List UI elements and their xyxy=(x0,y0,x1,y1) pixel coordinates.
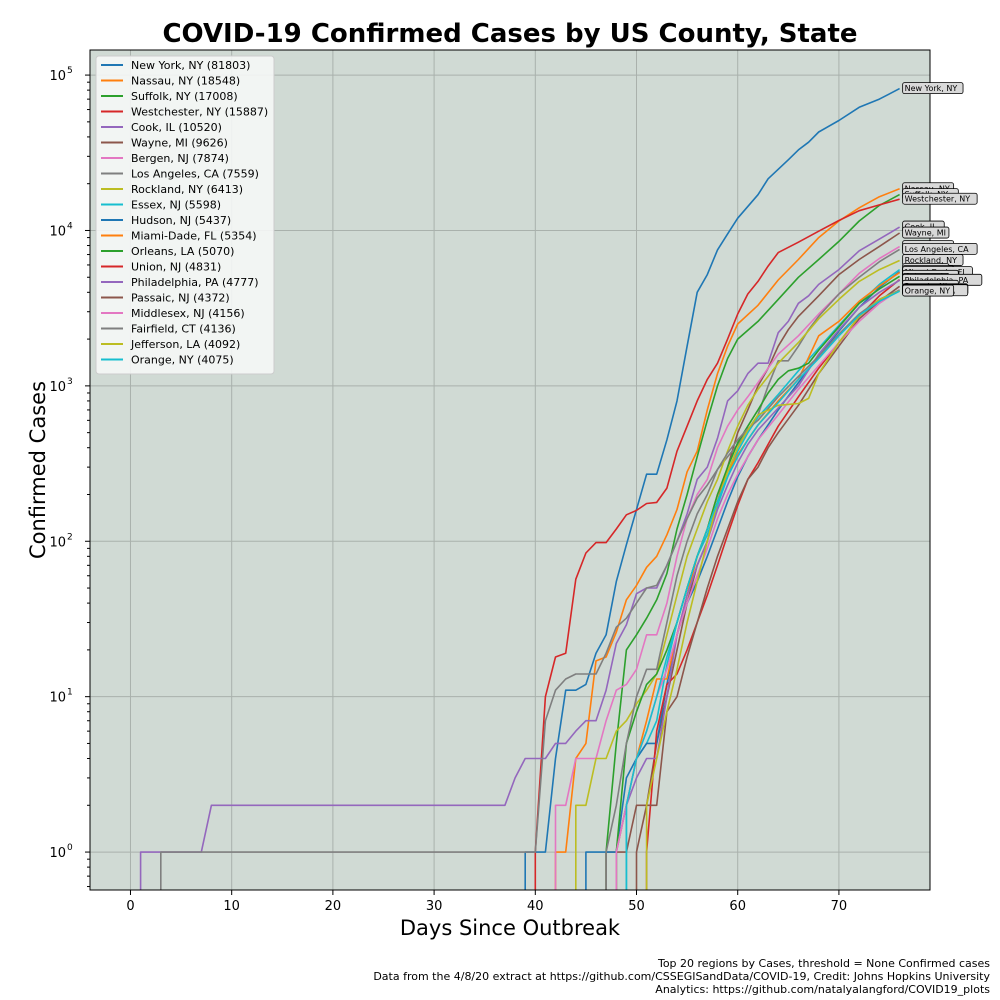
legend-entry: Philadelphia, PA (4777) xyxy=(131,276,259,289)
legend-entry: Rockland, NY (6413) xyxy=(131,183,243,196)
series-line-orange-ny xyxy=(625,290,900,890)
legend-entry: Jefferson, LA (4092) xyxy=(130,338,240,351)
y-tick-label: 10 xyxy=(49,224,66,239)
series-line-nassau-ny xyxy=(554,188,900,890)
legend-entry: New York, NY (81803) xyxy=(131,59,250,72)
legend-entry: Nassau, NY (18548) xyxy=(131,75,240,88)
series-line-jefferson-la xyxy=(645,290,900,890)
legend-box xyxy=(95,55,275,375)
end-label-box xyxy=(902,82,964,95)
legend-entry: Fairfield, CT (4136) xyxy=(131,323,236,336)
x-tick-label: 20 xyxy=(325,899,342,914)
end-label-box xyxy=(902,192,978,205)
end-label-text: Rockland, NY xyxy=(905,256,957,265)
y-tick-label: 10 xyxy=(49,380,66,395)
y-axis-label: Confirmed Cases xyxy=(26,381,50,559)
x-tick-label: 60 xyxy=(729,899,746,914)
x-tick-label: 10 xyxy=(223,899,240,914)
y-tick-exponent: 3 xyxy=(67,377,73,387)
x-tick-label: 40 xyxy=(527,899,544,914)
y-tick-label: 10 xyxy=(49,691,66,706)
y-tick-exponent: 1 xyxy=(67,688,73,698)
legend-entry: Bergen, NJ (7874) xyxy=(131,152,229,165)
legend-entry: Orange, NY (4075) xyxy=(131,354,234,367)
series-line-bergen-nj xyxy=(554,245,901,890)
y-tick-exponent: 0 xyxy=(67,843,73,853)
end-label: Wayne, MI xyxy=(902,226,950,239)
footer-line: Data from the 4/8/20 extract at https://… xyxy=(373,970,990,983)
legend-entry: Los Angeles, CA (7559) xyxy=(131,168,259,181)
series-line-los-angeles-ca xyxy=(160,248,901,890)
legend-entry: Cook, IL (10520) xyxy=(131,121,222,134)
y-tick-exponent: 2 xyxy=(67,532,73,542)
legend-entry: Passaic, NJ (4372) xyxy=(131,292,230,305)
y-tick-exponent: 5 xyxy=(67,66,73,76)
y-tick-label: 10 xyxy=(49,846,66,861)
series-line-new-york-ny xyxy=(524,87,900,890)
y-tick-label: 10 xyxy=(49,535,66,550)
footer-line: Analytics: https://github.com/natalyalan… xyxy=(655,983,990,996)
end-label-text: New York, NY xyxy=(905,84,958,93)
series-end-labels: New York, NYNassau, NYSuffolk, NYWestche… xyxy=(902,82,983,297)
end-label-text: Orange, NY xyxy=(905,287,951,296)
x-tick-label: 0 xyxy=(126,899,134,914)
end-label: New York, NY xyxy=(902,82,964,95)
series-line-rockland-ny xyxy=(575,259,900,890)
footer-line: Top 20 regions by Cases, threshold = Non… xyxy=(657,957,990,970)
series-line-westchester-ny xyxy=(534,198,900,890)
x-tick-label: 30 xyxy=(426,899,443,914)
end-label-text: Wayne, MI xyxy=(905,229,946,238)
x-axis-label: Days Since Outbreak xyxy=(400,916,621,940)
series-lines xyxy=(139,87,901,890)
y-tick-exponent: 4 xyxy=(67,221,73,231)
legend-entry: Wayne, MI (9626) xyxy=(131,137,228,150)
legend-entry: Suffolk, NY (17008) xyxy=(131,90,238,103)
legend: New York, NY (81803) Nassau, NY (18548) Su… xyxy=(95,55,275,375)
end-label-box xyxy=(902,284,955,297)
legend-entry: Miami-Dade, FL (5354) xyxy=(131,230,257,243)
y-tick-label: 10 xyxy=(49,69,66,84)
footer-notes: Top 20 regions by Cases, threshold = Non… xyxy=(373,957,990,996)
legend-entry: Essex, NJ (5598) xyxy=(131,199,221,212)
series-line-passaic-nj xyxy=(635,285,901,890)
end-label-text: Westchester, NY xyxy=(905,195,971,204)
series-line-orleans-la xyxy=(615,275,901,890)
end-label: Los Angeles, CA xyxy=(902,242,978,255)
plot-frame xyxy=(89,49,931,891)
legend-entry: Westchester, NY (15887) xyxy=(131,106,268,119)
legend-entry: Hudson, NJ (5437) xyxy=(131,214,231,227)
chart-title: COVID-19 Confirmed Cases by US County, S… xyxy=(162,19,857,49)
end-label-text: Los Angeles, CA xyxy=(905,245,969,254)
legend-entry: Middlesex, NJ (4156) xyxy=(131,307,245,320)
legend-entry: Union, NJ (4831) xyxy=(131,261,221,274)
end-label-box xyxy=(902,226,950,239)
end-label: Orange, NY xyxy=(902,284,955,297)
series-line-philadelphia-pa xyxy=(615,279,901,890)
x-tick-label: 70 xyxy=(831,899,848,914)
series-line-suffolk-ny xyxy=(605,193,900,890)
end-label: Westchester, NY xyxy=(902,192,978,205)
legend-entry: Orleans, LA (5070) xyxy=(131,245,234,258)
x-tick-label: 50 xyxy=(628,899,645,914)
series-line-fairfield-ct xyxy=(605,289,900,890)
